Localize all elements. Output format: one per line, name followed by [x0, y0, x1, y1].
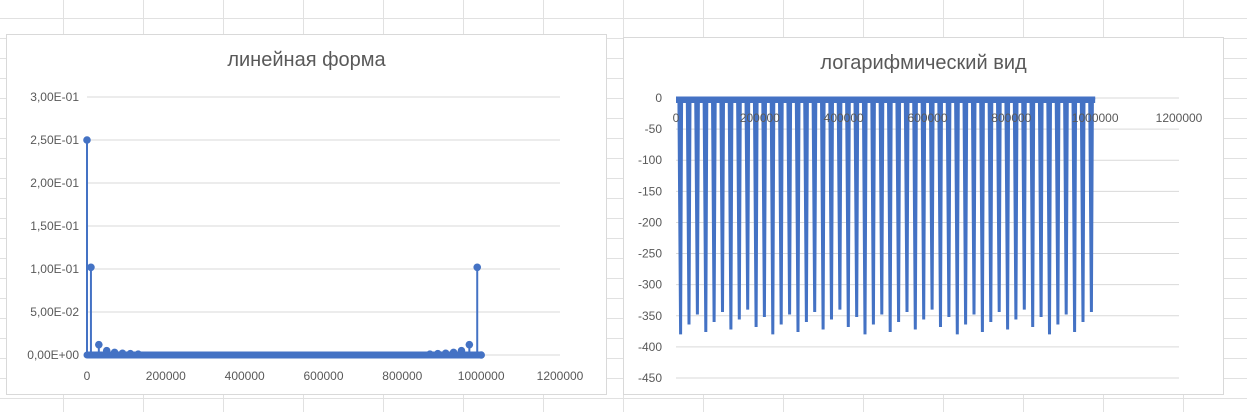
- data-point: [426, 350, 434, 358]
- data-point: [449, 348, 458, 357]
- data-point: [87, 263, 95, 272]
- x-tick-label: 1200000: [1156, 111, 1203, 125]
- y-tick-label: -300: [638, 278, 662, 292]
- series-top-band: [676, 98, 1096, 103]
- data-point: [477, 351, 485, 359]
- data-point: [134, 350, 143, 358]
- x-tick-label: 0: [84, 369, 91, 383]
- data-point: [110, 348, 119, 357]
- series-line: [676, 96, 1096, 335]
- data-point: [457, 346, 466, 355]
- y-tick-label: 0: [655, 91, 662, 105]
- x-tick-label: 400000: [225, 369, 265, 383]
- y-tick-label: -350: [638, 309, 662, 323]
- x-tick-label: 1000000: [1072, 111, 1119, 125]
- x-tick-label: 600000: [907, 111, 947, 125]
- data-point: [118, 349, 127, 358]
- y-tick-label: -200: [638, 215, 662, 229]
- y-tick-label: 0,00E+00: [27, 348, 79, 362]
- x-tick-label: 1200000: [537, 369, 584, 383]
- linear-chart-plot: 0,00E+00 5,00E-02 1,00E-01 1,50E-01 2,00E-01…: [27, 90, 584, 383]
- y-tick-label: 2,00E-01: [30, 176, 79, 190]
- y-tick-label: -50: [645, 122, 663, 136]
- chart-title: логарифмический вид: [820, 52, 1027, 74]
- data-point: [465, 340, 474, 349]
- y-tick-label: -400: [638, 340, 662, 354]
- y-tick-label: -150: [638, 184, 662, 198]
- data-point: [441, 349, 450, 358]
- x-tick-label: 200000: [740, 111, 780, 125]
- x-tick-label: 200000: [146, 369, 186, 383]
- x-tick-label: 600000: [303, 369, 343, 383]
- data-point: [434, 349, 442, 358]
- y-tick-label: -100: [638, 153, 662, 167]
- data-point: [473, 263, 482, 272]
- x-tick-label: 800000: [382, 369, 422, 383]
- y-tick-label: 5,00E-02: [30, 305, 79, 319]
- linear-chart[interactable]: линейная форма 0,00E+00 5,00E-02 1,00E-01 1…: [6, 34, 607, 395]
- chart-title: линейная форма: [227, 49, 386, 71]
- data-point: [126, 349, 135, 358]
- data-point: [95, 340, 103, 349]
- log-chart-plot: 0 -50 -100 -150 -200 -250 -300 -350 -400 -450 0 200…: [638, 91, 1203, 385]
- y-tick-label: 3,00E-01: [30, 90, 79, 104]
- y-tick-label: -250: [638, 247, 662, 261]
- log-chart[interactable]: логарифмический вид 0 -50 -100 -150 -200 -250…: [623, 37, 1224, 395]
- x-tick-label: 0: [673, 111, 680, 125]
- x-tick-label: 1000000: [458, 369, 505, 383]
- data-point: [102, 346, 111, 355]
- x-tick-label: 400000: [824, 111, 864, 125]
- y-tick-label: 1,00E-01: [30, 262, 79, 276]
- y-tick-label: 2,50E-01: [30, 133, 79, 147]
- y-tick-label: 1,50E-01: [30, 219, 79, 233]
- data-point: [83, 136, 91, 144]
- y-tick-label: -450: [638, 371, 662, 385]
- x-tick-label: 800000: [991, 111, 1031, 125]
